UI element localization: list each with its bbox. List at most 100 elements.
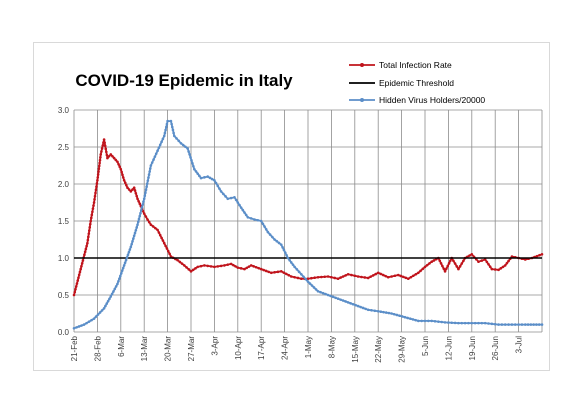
hidden-holders-point <box>480 321 484 325</box>
infection-rate-point <box>316 275 320 279</box>
infection-rate-point <box>87 229 91 232</box>
hidden-holders-point <box>243 211 246 214</box>
infection-rate-point <box>80 262 84 265</box>
infection-rate-point <box>88 222 92 226</box>
infection-rate-point <box>438 259 442 262</box>
infection-rate-point <box>499 267 503 270</box>
infection-rate-point <box>81 259 85 262</box>
hidden-holders-point <box>339 298 342 301</box>
infection-rate-point <box>80 264 83 268</box>
hidden-holders-point <box>119 274 122 278</box>
infection-rate-point <box>390 275 393 278</box>
hidden-holders-point <box>213 179 216 182</box>
infection-rate-point <box>239 267 243 270</box>
infection-rate-point <box>161 239 165 242</box>
hidden-holders-point <box>400 315 404 318</box>
hidden-holders-point <box>384 311 388 314</box>
hidden-holders-point <box>537 323 541 326</box>
hidden-holders-point <box>467 321 470 325</box>
hidden-holders-point <box>96 313 100 316</box>
hidden-holders-point <box>483 321 487 325</box>
hidden-holders-point <box>152 158 155 161</box>
infection-rate-point <box>276 270 280 274</box>
hidden-holders-point <box>302 275 305 279</box>
infection-rate-point <box>83 250 87 254</box>
hidden-holders-point <box>80 324 83 327</box>
infection-rate-point <box>97 170 100 173</box>
chart-frame: 0.0 0.5 1.0 1.5 2.0 2.5 3.0 21-Feb 28-Feb 6-Mar 13… <box>33 42 550 371</box>
infection-rate-point <box>446 264 450 268</box>
y-tick-label: 0.0 <box>58 328 70 337</box>
x-tick-label: 1-May <box>304 336 313 358</box>
infection-rate-point <box>360 275 363 279</box>
infection-rate-point <box>89 219 93 223</box>
infection-rate-point <box>384 274 388 278</box>
hidden-holders-point <box>188 153 191 156</box>
hidden-holders-point <box>273 238 276 241</box>
hidden-holders-point <box>85 321 88 325</box>
x-tick-label: 12-Jun <box>444 336 453 360</box>
infection-rate-point <box>284 272 288 276</box>
infection-rate-point <box>84 247 88 251</box>
infection-rate-point <box>149 223 153 226</box>
infection-rate-point <box>74 287 77 291</box>
hidden-holders-point <box>121 266 125 270</box>
infection-rate-point <box>87 235 90 239</box>
infection-rate-point <box>353 274 357 278</box>
hidden-holders-point <box>105 302 109 305</box>
infection-rate-point <box>97 164 101 168</box>
infection-rate-point <box>247 265 251 268</box>
hidden-holders-point <box>163 131 167 135</box>
legend-item-epidemic-threshold: Epidemic Threshold <box>349 78 454 88</box>
infection-rate-point <box>468 254 471 257</box>
hidden-holders-point <box>109 295 113 298</box>
infection-rate-point <box>117 162 120 166</box>
infection-rate-point <box>447 262 451 265</box>
hidden-holders-point <box>293 265 296 269</box>
x-tick-label: 24-Apr <box>281 336 290 360</box>
infection-rate-point <box>369 275 372 278</box>
infection-rate-point <box>176 258 179 262</box>
infection-rate-point <box>449 259 452 262</box>
infection-rate-point <box>234 265 237 268</box>
infection-rate-point <box>98 161 101 165</box>
hidden-holders-point <box>94 315 98 318</box>
infection-rate-point <box>112 156 116 160</box>
hidden-holders-point <box>119 272 123 275</box>
hidden-holders-point <box>171 128 175 132</box>
hidden-holders-point <box>324 292 327 296</box>
hidden-holders-point <box>443 321 447 324</box>
hidden-holders-point <box>253 218 256 221</box>
hidden-holders-point <box>208 176 212 180</box>
infection-rate-point <box>134 191 138 195</box>
infection-rate-point <box>425 263 429 267</box>
infection-rate-point <box>105 153 109 157</box>
infection-rate-point <box>102 138 106 141</box>
infection-rate-point <box>94 191 97 195</box>
hidden-holders-point <box>132 234 136 238</box>
infection-rate-point <box>445 267 448 270</box>
hidden-holders-point <box>172 131 175 135</box>
hidden-holders-point <box>141 203 145 206</box>
infection-rate-point <box>341 275 345 278</box>
hidden-holders-point <box>321 291 325 295</box>
infection-rate-point <box>189 270 193 273</box>
infection-rate-point <box>269 271 273 275</box>
hidden-holders-point <box>196 172 199 175</box>
hidden-holders-point <box>532 323 535 326</box>
infection-rate-point <box>510 255 514 258</box>
hidden-holders-point <box>104 304 107 308</box>
hidden-holders-point <box>266 230 270 234</box>
hidden-holders-point <box>169 119 173 123</box>
hidden-holders-point <box>192 164 195 168</box>
hidden-holders-point <box>199 176 203 180</box>
infection-rate-point <box>376 271 380 275</box>
hidden-holders-point <box>98 311 102 314</box>
infection-rate-point <box>165 247 169 250</box>
infection-rate-point <box>483 258 487 261</box>
hidden-holders-point <box>219 190 223 193</box>
hidden-holders-point <box>145 182 149 185</box>
infection-rate-point <box>78 270 82 274</box>
infection-rate-point <box>452 259 455 263</box>
infection-rate-point <box>320 275 323 279</box>
